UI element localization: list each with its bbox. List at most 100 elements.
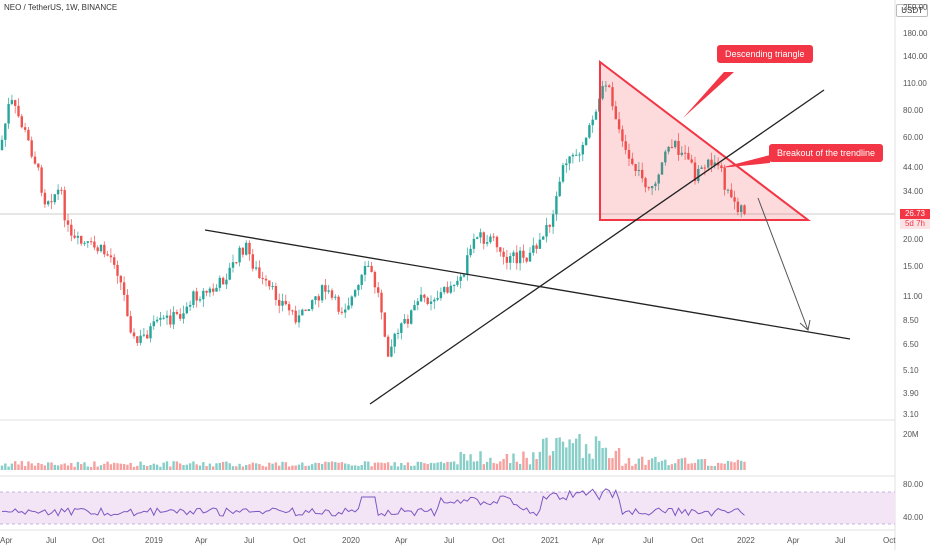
candle-body [337, 296, 340, 312]
candle-body [476, 237, 479, 239]
candle-body [644, 178, 647, 188]
currency-button[interactable]: USDT [896, 4, 928, 17]
volume-bar [14, 461, 17, 470]
candle-body [462, 274, 466, 277]
volume-bar [452, 461, 456, 470]
candle-body [37, 163, 40, 168]
candle-body [456, 280, 459, 285]
candle-body [40, 167, 43, 193]
volume-bar [353, 465, 357, 470]
volume-bar [492, 462, 495, 470]
candle-body [558, 181, 561, 197]
candle-body [317, 296, 320, 301]
candle-body [624, 141, 627, 150]
candle-body [334, 296, 337, 298]
volume-bar [571, 443, 575, 470]
candle-body [551, 214, 555, 227]
candle-body [17, 105, 20, 117]
volume-bar [0, 465, 4, 470]
candle-body [413, 305, 416, 311]
candle-body [60, 189, 63, 191]
volume-bar [350, 465, 353, 470]
breakout-callout-pointer [720, 155, 770, 168]
volume-bar [710, 465, 713, 470]
candle-body [740, 205, 743, 213]
candle-body [565, 163, 568, 166]
candle-body [344, 309, 347, 313]
price-label: 3.10 [903, 410, 919, 419]
volume-bar [23, 466, 27, 470]
candle-body [373, 271, 377, 288]
candle-body [700, 167, 703, 169]
candle-body [53, 194, 56, 203]
volume-bar [624, 463, 627, 470]
volume-bar [674, 463, 677, 470]
time-label: Apr [0, 536, 13, 545]
candle-body [179, 313, 182, 319]
volume-bar [116, 463, 119, 470]
candle-body [294, 310, 297, 323]
candle-body [707, 159, 710, 168]
time-label: Oct [492, 536, 505, 545]
volume-bar [390, 465, 393, 470]
candle-body [571, 154, 575, 157]
volume-bar [56, 465, 60, 470]
candle-body [291, 310, 294, 312]
candle-body [238, 247, 241, 263]
rsi-band [0, 492, 895, 524]
candle-body [601, 86, 604, 99]
candle-body [347, 305, 350, 310]
candle-body [443, 287, 446, 293]
price-label: 6.50 [903, 340, 919, 349]
volume-bar [667, 465, 670, 470]
volume-bar [433, 463, 436, 470]
breakout-callout[interactable]: Breakout of the trendline [769, 144, 884, 162]
volume-bar [713, 465, 716, 470]
candle-body [548, 224, 551, 227]
volume-bar [360, 465, 363, 470]
volume-bar [235, 466, 238, 470]
candle-body [406, 318, 410, 324]
volume-bar [274, 462, 278, 470]
volume-bar [278, 465, 281, 470]
candle-body [627, 149, 631, 159]
candle-body [383, 312, 386, 337]
volume-bar [212, 466, 215, 470]
volume-bar [320, 463, 324, 470]
volume-bar [221, 461, 225, 470]
candle-body [495, 236, 499, 248]
candle-body [637, 169, 641, 171]
candle-body [278, 299, 281, 306]
volume-bar [459, 451, 462, 470]
triangle-callout[interactable]: Descending triangle [717, 45, 813, 63]
candle-body [241, 247, 245, 255]
volume-bar [103, 463, 106, 470]
volume-bar [66, 465, 70, 470]
volume-bar [89, 466, 93, 470]
candle-body [575, 154, 578, 156]
volume-bar [185, 464, 188, 470]
candle-body [650, 186, 654, 189]
volume-bar [383, 463, 386, 470]
candle-body [608, 85, 611, 88]
volume-bar [657, 462, 660, 470]
candle-body [545, 224, 548, 237]
candle-body [27, 129, 30, 141]
volume-bar [703, 459, 707, 470]
time-label: 2019 [145, 536, 163, 545]
volume-bar [575, 438, 578, 470]
symbol-title[interactable]: NEO / TetherUS, 1W, BINANCE [4, 3, 118, 12]
volume-bar [96, 466, 99, 470]
volume-bar [307, 465, 311, 470]
candle-body [231, 262, 235, 268]
candle-body [492, 236, 495, 238]
volume-bar [188, 463, 192, 470]
candle-body [726, 189, 730, 191]
volume-bar [743, 461, 746, 470]
volume-bar [733, 462, 736, 470]
candle-body [0, 139, 4, 150]
candle-body [248, 242, 251, 255]
candle-body [353, 290, 357, 297]
